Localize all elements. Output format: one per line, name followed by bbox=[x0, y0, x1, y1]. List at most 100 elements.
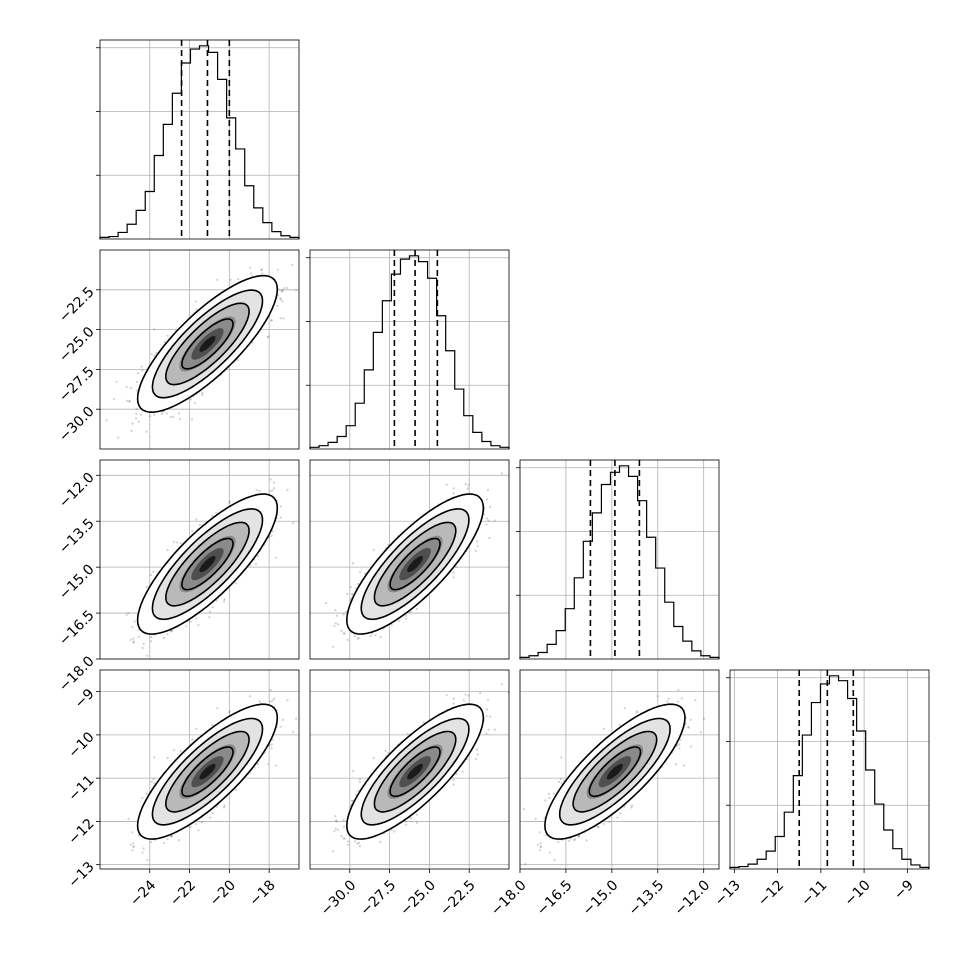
scatter-point bbox=[166, 334, 169, 337]
y-tick-label: −30.0 bbox=[56, 404, 98, 446]
scatter-point bbox=[276, 304, 279, 308]
scatter-point bbox=[162, 637, 166, 640]
scatter-point bbox=[237, 277, 240, 281]
scatter-point bbox=[208, 616, 211, 619]
scatter-point bbox=[236, 358, 239, 362]
scatter-point bbox=[260, 268, 263, 271]
scatter-point bbox=[234, 582, 237, 585]
scatter-point bbox=[198, 523, 201, 526]
scatter-point bbox=[286, 488, 289, 492]
scatter-point bbox=[135, 417, 138, 420]
scatter-point bbox=[125, 613, 128, 616]
scatter-point bbox=[150, 353, 153, 356]
scatter-point bbox=[201, 391, 204, 394]
y-tick-label: −12.0 bbox=[56, 470, 98, 512]
scatter-point bbox=[189, 398, 193, 401]
scatter-point bbox=[131, 625, 134, 629]
scatter-point bbox=[178, 417, 181, 421]
scatter-point bbox=[145, 430, 148, 433]
scatter-point bbox=[195, 308, 198, 311]
histogram-1 bbox=[309, 255, 510, 449]
scatter-point bbox=[150, 640, 153, 643]
scatter-point bbox=[250, 272, 253, 275]
panel-frame bbox=[309, 249, 510, 450]
scatter-point bbox=[292, 522, 295, 525]
y-tick-label: −18.0 bbox=[56, 653, 98, 695]
scatter-point bbox=[135, 412, 138, 415]
scatter-point bbox=[256, 488, 259, 492]
scatter-point bbox=[149, 636, 153, 639]
scatter-point bbox=[149, 573, 152, 577]
scatter-point bbox=[128, 399, 131, 403]
scatter-point bbox=[136, 372, 140, 375]
scatter-point bbox=[172, 540, 176, 544]
scatter-point bbox=[136, 380, 139, 383]
panel-2-0: −18.0−16.5−15.0−13.5−12.0 bbox=[56, 459, 300, 695]
scatter-point bbox=[112, 397, 115, 400]
scatter-point bbox=[335, 614, 339, 617]
scatter-point bbox=[125, 385, 128, 389]
scatter-point bbox=[132, 641, 135, 644]
scatter-point bbox=[279, 505, 282, 508]
scatter-point bbox=[130, 429, 133, 432]
scatter-point bbox=[129, 386, 132, 389]
scatter-point bbox=[185, 625, 188, 628]
scatter-point bbox=[445, 483, 448, 486]
scatter-point bbox=[105, 419, 108, 422]
scatter-point bbox=[280, 288, 284, 292]
panel-1-0: −30.0−27.5−25.0−22.5 bbox=[56, 249, 300, 450]
scatter-point bbox=[215, 511, 218, 514]
scatter-point bbox=[273, 481, 276, 484]
scatter-point bbox=[153, 413, 156, 416]
scatter-point bbox=[160, 412, 163, 416]
scatter-point bbox=[178, 412, 181, 415]
scatter-point bbox=[260, 269, 263, 272]
scatter-point bbox=[125, 399, 128, 402]
scatter-point bbox=[163, 341, 166, 344]
scatter-point bbox=[117, 436, 120, 439]
scatter-point bbox=[194, 300, 197, 303]
scatter-point bbox=[229, 278, 232, 281]
scatter-point bbox=[216, 278, 219, 281]
scatter-point bbox=[189, 620, 192, 623]
histogram-0 bbox=[99, 45, 300, 239]
scatter-point bbox=[228, 500, 231, 503]
scatter-point bbox=[195, 617, 198, 620]
scatter-point bbox=[197, 623, 200, 627]
scatter-point bbox=[201, 393, 204, 396]
scatter-point bbox=[283, 287, 286, 290]
scatter-point bbox=[270, 319, 273, 322]
scatter-point bbox=[153, 328, 156, 331]
scatter-point bbox=[191, 530, 194, 533]
scatter-point bbox=[137, 635, 141, 638]
scatter-point bbox=[176, 541, 179, 544]
scatter-point bbox=[271, 489, 274, 492]
scatter-point bbox=[223, 598, 226, 601]
scatter-point bbox=[169, 416, 172, 419]
scatter-point bbox=[165, 412, 168, 415]
scatter-point bbox=[282, 317, 285, 320]
y-tick-label: −27.5 bbox=[56, 364, 98, 406]
scatter-point bbox=[211, 606, 214, 609]
scatter-point bbox=[195, 518, 198, 521]
y-tick-label: −25.0 bbox=[56, 324, 98, 366]
y-tick-label: −22.5 bbox=[56, 284, 98, 326]
scatter-point bbox=[148, 415, 151, 418]
scatter-point bbox=[208, 610, 212, 613]
scatter-point bbox=[172, 415, 175, 418]
scatter-point bbox=[146, 654, 149, 657]
scatter-point bbox=[249, 266, 252, 269]
scatter-point bbox=[270, 534, 273, 537]
scatter-point bbox=[291, 263, 294, 267]
scatter-point bbox=[279, 317, 282, 320]
scatter-point bbox=[135, 407, 138, 410]
panel-frame bbox=[99, 39, 300, 240]
y-tick-label: −16.5 bbox=[56, 607, 98, 649]
scatter-point bbox=[131, 422, 134, 425]
scatter-point bbox=[141, 646, 144, 650]
scatter-point bbox=[281, 290, 285, 293]
scatter-point bbox=[190, 418, 194, 421]
scatter-point bbox=[281, 300, 284, 303]
scatter-point bbox=[166, 633, 169, 636]
